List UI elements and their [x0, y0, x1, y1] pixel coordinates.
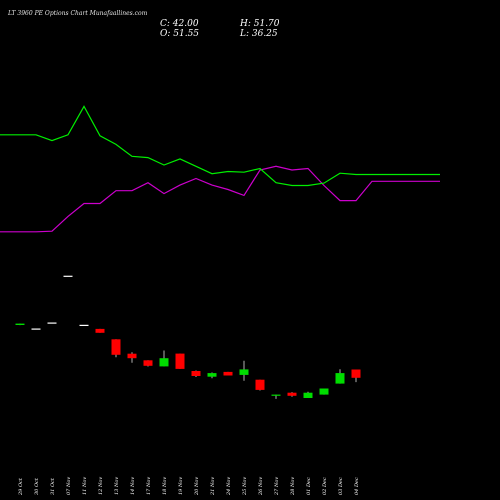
candle-body [223, 371, 233, 376]
candle [319, 388, 329, 395]
candle [79, 324, 89, 326]
x-tick-label: 13 Nov [114, 477, 120, 495]
x-tick-label: 14 Nov [130, 477, 136, 495]
open-readout: O: 51.55 [160, 29, 200, 39]
candle [31, 328, 41, 330]
x-tick-label: 31 Oct [50, 477, 56, 495]
candle [47, 322, 57, 324]
x-tick-label: 24 Nov [226, 477, 232, 496]
candle-body [143, 360, 153, 366]
chart-title: LT 3960 PE Options Chart Munafaallines.c… [8, 10, 148, 17]
candle-body [255, 379, 265, 390]
candle-body [239, 369, 249, 375]
candle [63, 275, 73, 277]
candle [239, 360, 249, 381]
candle-body [303, 392, 313, 398]
candle-body [271, 394, 281, 396]
candle [223, 371, 233, 376]
candle-body [207, 373, 217, 377]
x-axis-labels: 29 Oct 30 Oct 31 Oct 07 Nov 11 Nov 12 Nov 13 N… [18, 477, 360, 496]
high-readout: H: 51.70 [240, 19, 280, 29]
candle-body [31, 328, 41, 330]
x-tick-label: 11 Nov [82, 477, 88, 495]
candle [271, 394, 281, 399]
x-tick-label: 04 Dec [354, 477, 360, 495]
x-tick-label: 29 Oct [18, 477, 24, 496]
x-tick-label: 20 Nov [194, 477, 200, 496]
x-tick-label: 21 Nov [210, 477, 216, 496]
x-tick-label: 18 Nov [162, 477, 168, 495]
candle [127, 352, 137, 363]
candle [207, 372, 217, 379]
candle [255, 379, 265, 391]
candle [351, 369, 361, 383]
candle [159, 350, 169, 367]
x-tick-label: 26 Nov [258, 477, 264, 496]
candle-body [79, 324, 89, 326]
candle [143, 360, 153, 367]
candle-body [175, 353, 185, 369]
candle-body [335, 373, 345, 384]
x-tick-label: 19 Nov [178, 477, 184, 495]
candle-body [47, 322, 57, 324]
candle [335, 369, 345, 384]
x-tick-label: 03 Dec [338, 477, 344, 495]
candle-body [287, 392, 297, 396]
candle [303, 391, 313, 398]
candle-body [95, 328, 105, 333]
low-readout: L: 36.25 [240, 29, 278, 39]
x-tick-label: 28 Nov [290, 477, 296, 496]
x-tick-label: 27 Nov [274, 477, 280, 496]
candle-body [351, 369, 361, 378]
candles [15, 275, 361, 399]
x-tick-label: 12 Nov [98, 477, 104, 495]
candle-body [63, 275, 73, 277]
x-tick-label: 17 Nov [146, 477, 152, 495]
candle [15, 323, 25, 326]
candle [95, 328, 105, 333]
candle [175, 353, 185, 369]
candle-body [111, 339, 121, 355]
indicator-lines [0, 105, 440, 233]
close-readout: C: 42.00 [160, 19, 199, 29]
candle [287, 392, 297, 397]
x-tick-label: 25 Nov [242, 477, 248, 496]
x-tick-label: 07 Nov [66, 477, 72, 495]
green-indicator-line [0, 105, 440, 187]
candle-body [127, 353, 137, 359]
candle [111, 339, 121, 358]
candle [191, 370, 201, 377]
candle-body [191, 371, 201, 376]
x-tick-label: 30 Oct [34, 477, 40, 495]
candle-body [15, 323, 25, 325]
magenta-indicator-line [0, 165, 440, 233]
x-tick-label: 01 Dec [306, 477, 312, 495]
candle-body [319, 388, 329, 395]
x-tick-label: 02 Dec [322, 477, 328, 495]
candle-body [159, 358, 169, 367]
